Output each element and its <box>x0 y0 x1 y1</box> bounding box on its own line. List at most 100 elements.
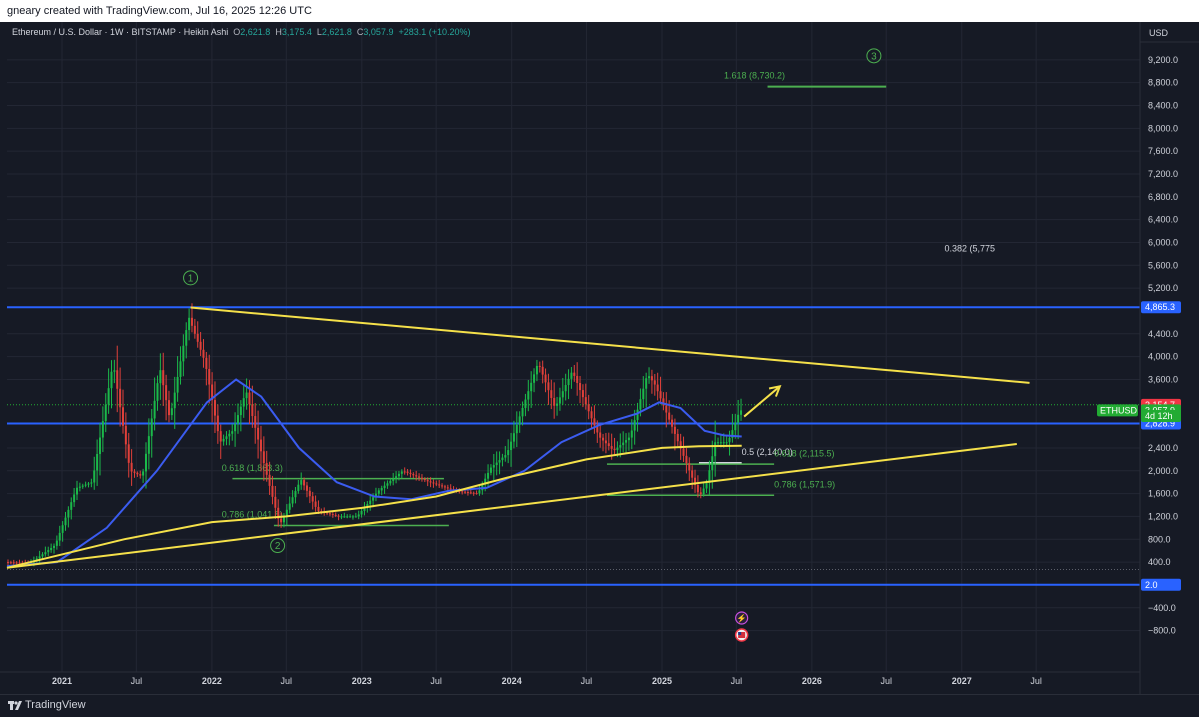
currency-label: USD <box>1149 28 1169 38</box>
candle-body <box>374 493 377 498</box>
candle-body <box>9 562 12 564</box>
candle-body <box>300 480 303 485</box>
candle-body <box>412 474 415 476</box>
candle-body <box>75 487 79 495</box>
candle-body <box>280 518 283 523</box>
candle-body <box>231 431 234 434</box>
price-axis-tag-bg <box>1141 578 1181 591</box>
candle-body <box>676 433 679 442</box>
candle-body <box>538 365 541 367</box>
candle-body <box>527 391 530 400</box>
candle-body <box>547 382 550 391</box>
candle-body <box>383 485 386 489</box>
candle-body <box>533 374 536 383</box>
candle-body <box>196 333 199 342</box>
candle-body <box>228 433 231 437</box>
price-chart[interactable]: 1.618 (8,730.2) 0.382 (5,775 0.618 (1,863.… <box>0 22 1199 694</box>
candle-body <box>87 483 90 485</box>
candle-body <box>696 484 699 493</box>
candle-body <box>504 455 507 458</box>
fib-level-label: 0.786 (1,571.9) <box>774 479 835 489</box>
legend-high-label: H <box>275 27 282 37</box>
candle-body <box>277 507 280 519</box>
candle-body <box>587 404 590 412</box>
candle-body <box>731 430 734 438</box>
time-tick-label: Jul <box>581 676 593 686</box>
candle-body <box>512 433 515 442</box>
candle-body <box>182 345 185 362</box>
candle-body <box>35 558 38 561</box>
candle-body <box>64 517 67 526</box>
candle-body <box>50 547 53 551</box>
candle-body <box>216 415 219 432</box>
candle-body <box>558 397 561 404</box>
chart-panel[interactable]: 1.618 (8,730.2) 0.382 (5,775 0.618 (1,863.… <box>0 22 1199 694</box>
time-tick-label: Jul <box>1030 676 1042 686</box>
candle-body <box>426 480 429 482</box>
symbol-tag-bg <box>1097 404 1138 417</box>
time-tick-label: 2021 <box>52 676 72 686</box>
candle-body <box>101 421 104 438</box>
candle-body <box>484 478 487 485</box>
candle-body <box>475 493 478 495</box>
candle-body <box>507 450 510 456</box>
candle-body <box>44 552 47 555</box>
candle-body <box>351 516 354 518</box>
projection-arrow-head <box>768 384 782 397</box>
price-axis-tag: 4d 12h <box>1145 411 1173 421</box>
candle-body <box>360 511 363 515</box>
candle-body <box>682 448 685 456</box>
candle-body <box>567 378 570 386</box>
fib-level-label: 0.382 (5,775 <box>945 244 996 254</box>
candle-body <box>104 404 107 422</box>
candle-body <box>734 422 737 431</box>
candle-body <box>469 492 472 494</box>
price-axis-tag: 2.0 <box>1145 580 1158 590</box>
symbol-tag: ETHUSD <box>1100 405 1138 415</box>
candle-body <box>521 407 524 417</box>
candle-body <box>639 399 642 410</box>
candle-body <box>113 370 116 372</box>
candle-body <box>656 384 659 392</box>
candle-body <box>144 453 147 472</box>
candle-body <box>377 490 380 494</box>
price-tick-label: 8,400.0 <box>1148 100 1178 110</box>
candle-body <box>550 390 553 398</box>
candle-body <box>650 376 653 381</box>
candle-body <box>397 473 400 477</box>
candle-body <box>372 497 375 501</box>
time-tick-label: Jul <box>131 676 143 686</box>
candle-body <box>579 383 582 391</box>
candle-body <box>561 391 564 398</box>
price-tick-label: 2,000.0 <box>1148 466 1178 476</box>
time-tick-label: Jul <box>430 676 442 686</box>
candle-body <box>570 372 573 379</box>
wave-label-circle <box>183 270 199 286</box>
time-tick-label: 2026 <box>802 676 822 686</box>
candle-body <box>202 349 205 358</box>
fib-level-label: 1.618 (8,730.2) <box>724 71 785 81</box>
wave-label-3: 3 <box>871 51 877 62</box>
candle-body <box>418 476 421 478</box>
us-flag-icon-stripes <box>738 632 746 638</box>
fib-level-label: 0.618 (1,863.3) <box>222 463 283 473</box>
candle-body <box>544 374 547 383</box>
candle-body <box>193 325 196 334</box>
candle-body <box>495 462 498 466</box>
candle-body <box>107 388 110 405</box>
candle-body <box>671 419 674 427</box>
legend-low-label: L <box>316 27 322 37</box>
candle-body <box>262 451 265 464</box>
candle-body <box>41 554 44 557</box>
candle-body <box>438 484 441 486</box>
candle-body <box>271 485 274 497</box>
footer-brand: TradingView <box>25 699 86 711</box>
candle-body <box>308 490 311 497</box>
wave-label-circle <box>866 48 882 64</box>
time-tick-label: 2024 <box>502 676 522 686</box>
candle-body <box>242 398 245 407</box>
candle-body <box>354 516 357 518</box>
candle-body <box>130 462 133 472</box>
price-tick-label: 6,000.0 <box>1148 237 1178 247</box>
candle-body <box>47 550 50 553</box>
